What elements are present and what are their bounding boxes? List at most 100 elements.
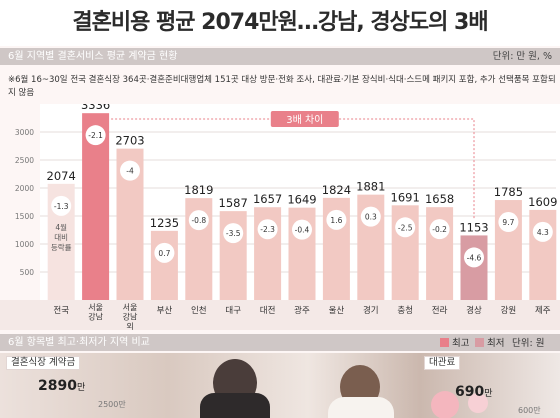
value-label: 1881 [356, 180, 385, 194]
change-label: 0.3 [365, 213, 377, 222]
change-circle [498, 212, 519, 233]
change-label: -2.3 [260, 225, 275, 234]
rental-fee-value: 690만 [455, 384, 493, 400]
value-label: 1657 [253, 192, 282, 206]
avg-change-note: 4월 대비 등락률 [51, 222, 72, 252]
category-label: 서울 강남 외 [123, 303, 138, 331]
y-tick-label: 3000 [15, 128, 34, 137]
category-label: 광주 [294, 305, 310, 316]
change-label: 0.7 [158, 249, 170, 258]
bar [460, 235, 488, 300]
change-circle [120, 160, 140, 181]
change-circle [154, 242, 175, 263]
value-label: 1235 [150, 216, 179, 230]
rental-fee-suffix: 만 [484, 389, 493, 399]
change-label: -2.5 [398, 223, 413, 232]
value-label: 1824 [322, 183, 351, 197]
rental-fee-tick: 600만 [518, 406, 541, 415]
venue-deposit-label: 결혼식장 계약금 [6, 356, 81, 370]
section2-title: 6월 항목별 최고·최저가 지역 비교 [8, 337, 150, 348]
change-circle [360, 206, 381, 227]
legend-low-label: 최저 [487, 338, 505, 349]
value-label: 1691 [391, 190, 420, 204]
section-title: 6월 지역별 결혼서비스 평균 계약금 현황 [8, 51, 178, 62]
y-tick-label: 2000 [15, 184, 34, 193]
value-label: 3336 [81, 104, 110, 112]
change-circle [292, 219, 312, 240]
category-band [0, 300, 560, 330]
venue-deposit-tick: 2500만 [98, 400, 126, 409]
callout-box [270, 111, 339, 127]
venue-deposit-value: 2890만 [38, 378, 85, 394]
callout-label: 3배 차이 [286, 114, 323, 126]
change-label: -4.6 [467, 253, 482, 262]
value-label: 2703 [115, 134, 144, 148]
legend-high-label: 최고 [452, 338, 470, 349]
change-label: -2.1 [88, 131, 103, 140]
change-circle [464, 247, 484, 268]
change-label: -3.5 [226, 229, 241, 238]
change-label: -0.2 [432, 225, 447, 234]
category-label: 제주 [535, 306, 551, 316]
y-tick-label: 1500 [15, 212, 34, 221]
unit-label: 단위: 만 원, % [492, 51, 552, 62]
venue-deposit-suffix: 만 [76, 383, 86, 393]
category-label: 경상 [466, 305, 482, 316]
change-circle [257, 219, 278, 240]
category-label: 전국 [53, 305, 69, 316]
page-title: 결혼비용 평균 2074만원…강남, 경상도의 3배 [0, 0, 560, 46]
legend-low-swatch [475, 338, 484, 347]
wedding-photo [0, 353, 560, 418]
category-label: 전라 [432, 305, 448, 316]
category-label: 부산 [157, 305, 173, 316]
section-header-items: 6월 항목별 최고·최저가 지역 비교 [0, 334, 560, 351]
value-label: 1649 [287, 193, 316, 207]
change-label: 9.7 [502, 218, 514, 227]
value-label: 1587 [219, 196, 248, 210]
rental-fee-number: 690 [455, 384, 485, 400]
venue-deposit-number: 2890 [38, 378, 77, 394]
category-label: 경기 [363, 305, 379, 316]
category-label: 울산 [329, 305, 345, 316]
section2-unit: 단위: 원 [512, 338, 545, 349]
change-circle [326, 209, 347, 230]
value-label: 1785 [494, 185, 523, 199]
y-tick-label: 2500 [15, 156, 34, 165]
y-tick-label: 500 [20, 268, 35, 277]
category-label: 충청 [397, 306, 413, 316]
change-circle [51, 195, 72, 216]
change-label: -0.4 [295, 226, 310, 235]
callout-line [111, 118, 475, 220]
value-label: 1658 [425, 192, 454, 206]
change-circle [532, 221, 553, 242]
change-circle [395, 217, 416, 238]
category-label: 대전 [260, 305, 276, 316]
value-label: 1609 [528, 195, 557, 209]
change-circle [85, 125, 106, 146]
category-label: 강원 [501, 305, 517, 316]
section-header-regional: 6월 지역별 결혼서비스 평균 계약금 현황 [0, 48, 560, 65]
survey-note: ※6월 16~30일 전국 결혼식장 364곳·결혼준비대행업체 151곳 대상… [8, 75, 556, 98]
change-label: -4 [126, 167, 134, 176]
change-label: 1.6 [330, 216, 342, 225]
category-label: 인천 [191, 305, 207, 316]
change-circle [188, 210, 209, 231]
legend-low: 최저 [475, 338, 504, 350]
regional-bar-chart: 500 1000 1500 2000 2500 3000 2074 -1.3 전국 3336 -2.… [0, 104, 560, 331]
value-label: 2074 [47, 169, 76, 183]
rental-fee-label: 대관료 [424, 356, 461, 370]
legend-high-swatch [440, 338, 449, 347]
change-circle [223, 223, 244, 244]
change-label: 4.3 [537, 228, 549, 237]
change-label: -0.8 [191, 216, 206, 225]
wedding-photo-illustration [200, 359, 488, 418]
value-label: 1153 [459, 220, 488, 234]
bar [150, 230, 178, 300]
category-label: 서울 강남 [88, 303, 103, 322]
category-label: 대구 [225, 306, 241, 316]
value-label: 1819 [184, 183, 213, 197]
change-label: -1.3 [54, 202, 69, 211]
legend-high: 최고 [440, 338, 469, 350]
change-circle [429, 219, 450, 240]
